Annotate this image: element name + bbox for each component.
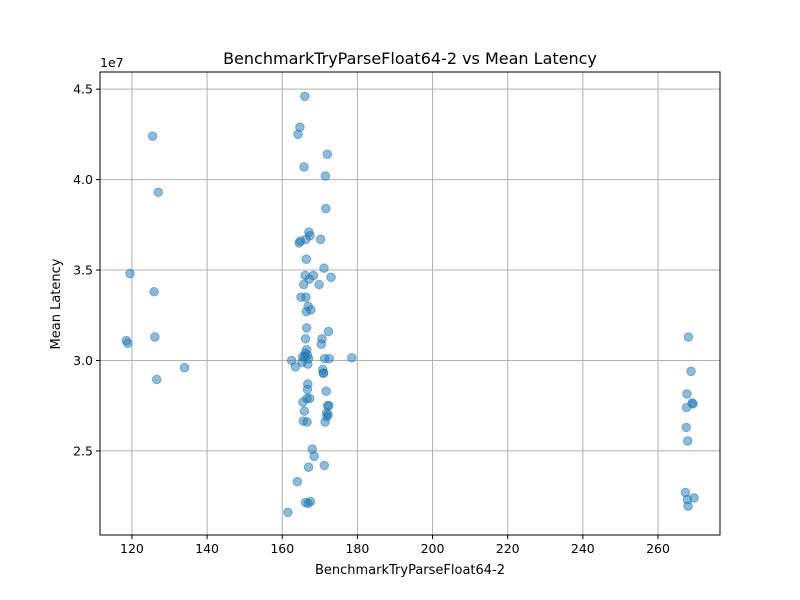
scatter-point	[681, 422, 691, 433]
scatter-point	[323, 326, 334, 337]
scatter-point	[346, 352, 357, 363]
y-axis-ticks: 2.5 3.0 3.5 4.0 4.5	[73, 82, 100, 458]
scatter-point	[305, 496, 316, 507]
scatter-point	[125, 268, 135, 279]
scatter-point	[319, 263, 329, 274]
x-tick-label: 180	[345, 541, 369, 556]
scatter-point	[326, 272, 336, 283]
scatter-point	[123, 338, 133, 349]
x-tick-label: 140	[195, 541, 219, 556]
scatter-point	[305, 230, 315, 241]
scatter-point	[303, 462, 314, 472]
x-tick-label: 260	[646, 541, 670, 556]
scatter-point	[301, 292, 311, 302]
scatter-point	[682, 436, 693, 446]
scatter-point	[299, 162, 309, 172]
scatter-point	[682, 389, 692, 399]
scatter-point	[302, 350, 313, 360]
scatter-point	[314, 279, 324, 290]
scatter-point	[308, 270, 319, 281]
y-tick-label: 3.0	[73, 353, 93, 368]
scatter-point	[299, 91, 310, 102]
scatter-point	[292, 476, 303, 487]
scatter-point	[302, 379, 313, 389]
chart-title: BenchmarkTryParseFloat64-2 vs Mean Laten…	[223, 49, 597, 68]
scatter-point	[689, 493, 699, 503]
scatter-point	[315, 234, 326, 245]
y-tick-label: 4.0	[73, 172, 93, 187]
data-points	[121, 91, 699, 518]
scatter-point	[301, 254, 312, 264]
scatter-point	[317, 333, 327, 344]
y-axis-offset-label: 1e7	[100, 55, 124, 70]
x-axis-ticks: 120 140 160 180 200 220 240 260	[120, 535, 670, 556]
scatter-point	[150, 332, 160, 342]
x-tick-label: 220	[496, 541, 520, 556]
scatter-point	[688, 399, 698, 409]
scatter-point	[324, 353, 335, 364]
scatter-point	[151, 374, 162, 385]
scatter-point	[309, 451, 319, 462]
scatter-point	[321, 203, 331, 214]
scatter-point	[179, 362, 190, 373]
scatter-point	[299, 406, 310, 416]
scatter-point	[283, 507, 293, 518]
scatter-point	[686, 366, 696, 377]
scatter-point	[321, 386, 332, 397]
y-tick-label: 2.5	[73, 443, 93, 458]
x-tick-label: 240	[571, 541, 595, 556]
scatter-point	[290, 362, 301, 372]
scatter-point	[320, 171, 331, 181]
scatter-point	[306, 305, 316, 315]
scatter-point	[319, 460, 330, 471]
scatter-point	[300, 333, 311, 344]
y-tick-label: 3.5	[73, 263, 93, 278]
scatter-point	[301, 323, 312, 333]
grid	[100, 72, 720, 535]
scatter-point	[149, 286, 159, 297]
scatter-point	[153, 187, 164, 198]
x-tick-label: 120	[120, 541, 144, 556]
scatter-point	[295, 122, 305, 132]
scatter-point	[302, 417, 312, 427]
x-axis-title: BenchmarkTryParseFloat64-2	[315, 563, 505, 578]
y-axis-title: Mean Latency	[49, 258, 64, 349]
x-tick-label: 200	[421, 541, 445, 556]
scatter-point	[302, 359, 313, 369]
scatter-point	[324, 400, 334, 411]
scatter-point	[304, 393, 315, 404]
scatter-point	[683, 332, 694, 342]
scatter-point	[683, 501, 693, 511]
scatter-point	[323, 409, 333, 420]
scatter-point	[147, 131, 158, 142]
scatter-point	[322, 149, 333, 160]
x-tick-label: 160	[270, 541, 294, 556]
y-tick-label: 4.5	[73, 82, 93, 97]
scatter-point	[318, 368, 329, 378]
plot-frame	[99, 71, 721, 536]
